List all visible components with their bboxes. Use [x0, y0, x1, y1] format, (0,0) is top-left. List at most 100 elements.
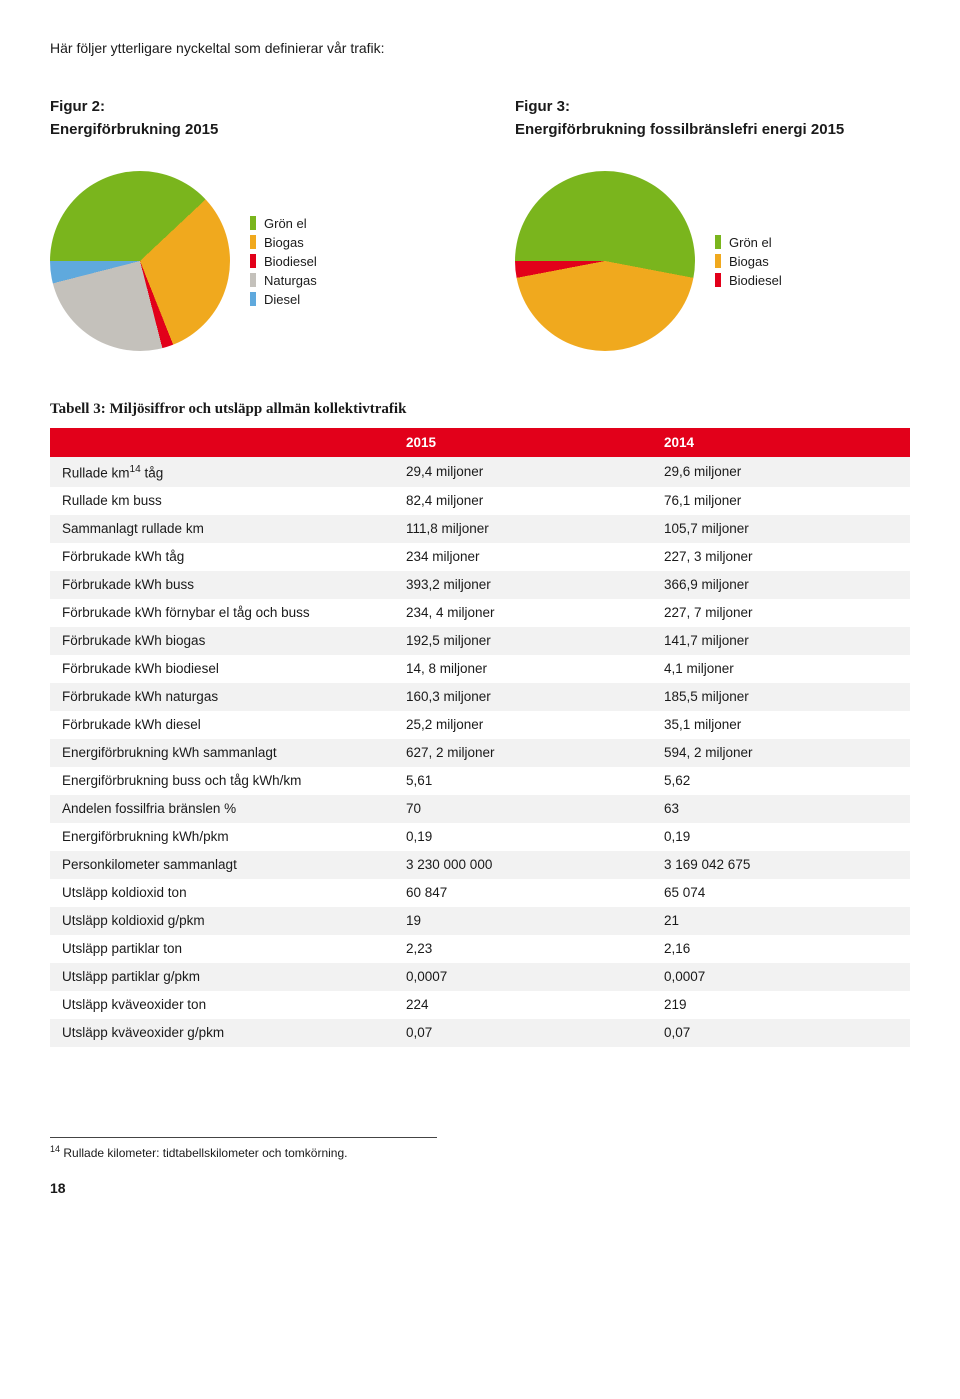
table-cell: Sammanlagt rullade km: [50, 515, 394, 543]
figure-1-pie: [50, 171, 230, 351]
col-2: 2014: [652, 428, 910, 457]
table-cell: 234 miljoner: [394, 543, 652, 571]
legend-swatch: [715, 235, 721, 249]
table-cell: 4,1 miljoner: [652, 655, 910, 683]
table-cell: 82,4 miljoner: [394, 487, 652, 515]
table-cell: 3 230 000 000: [394, 851, 652, 879]
table-cell: 594, 2 miljoner: [652, 739, 910, 767]
figure-2-heading: Figur 3: Energiförbrukning fossilbränsle…: [515, 96, 910, 141]
figures-row: Figur 2: Energiförbrukning 2015 Grön el B…: [50, 96, 910, 351]
figure-1-title: Energiförbrukning 2015: [50, 121, 218, 138]
data-table: 2015 2014 Rullade km14 tåg29,4 miljoner2…: [50, 428, 910, 1047]
legend-swatch: [250, 216, 256, 230]
table-row: Utsläpp koldioxid g/pkm1921: [50, 907, 910, 935]
table-cell: 63: [652, 795, 910, 823]
table-row: Andelen fossilfria bränslen %7063: [50, 795, 910, 823]
table-cell: 29,4 miljoner: [394, 457, 652, 487]
table-cell: 25,2 miljoner: [394, 711, 652, 739]
figure-1-legend: Grön el Biogas Biodiesel Naturgas Diesel: [250, 216, 317, 307]
table-cell: 393,2 miljoner: [394, 571, 652, 599]
table-cell: Förbrukade kWh naturgas: [50, 683, 394, 711]
legend-swatch: [715, 254, 721, 268]
figure-2: Figur 3: Energiförbrukning fossilbränsle…: [515, 96, 910, 351]
table-cell: 627, 2 miljoner: [394, 739, 652, 767]
table-row: Förbrukade kWh naturgas160,3 miljoner185…: [50, 683, 910, 711]
table-cell: 227, 3 miljoner: [652, 543, 910, 571]
table-row: Utsläpp partiklar g/pkm0,00070,0007: [50, 963, 910, 991]
figure-1-heading: Figur 2: Energiförbrukning 2015: [50, 96, 445, 141]
page-number: 18: [50, 1180, 910, 1196]
table-row: Utsläpp kväveoxider ton224219: [50, 991, 910, 1019]
table-cell: 141,7 miljoner: [652, 627, 910, 655]
table-cell: Utsläpp partiklar ton: [50, 935, 394, 963]
table-cell: 234, 4 miljoner: [394, 599, 652, 627]
legend-swatch: [250, 292, 256, 306]
table-row: Förbrukade kWh tåg234 miljoner227, 3 mil…: [50, 543, 910, 571]
table-row: Rullade km buss82,4 miljoner76,1 miljone…: [50, 487, 910, 515]
table-row: Utsläpp partiklar ton2,232,16: [50, 935, 910, 963]
table-cell: Förbrukade kWh biodiesel: [50, 655, 394, 683]
legend-label: Diesel: [264, 292, 300, 307]
table-cell: 0,19: [394, 823, 652, 851]
table-cell: Utsläpp koldioxid g/pkm: [50, 907, 394, 935]
figure-1-label: Figur 2:: [50, 98, 105, 115]
legend-item: Naturgas: [250, 273, 317, 288]
table-cell: Rullade km buss: [50, 487, 394, 515]
table-cell: 185,5 miljoner: [652, 683, 910, 711]
figure-2-legend: Grön elBiogasBiodiesel: [715, 235, 782, 288]
table-row: Utsläpp koldioxid ton60 84765 074: [50, 879, 910, 907]
figure-2-title: Energiförbrukning fossilbränslefri energ…: [515, 121, 844, 138]
legend-label: Biogas: [264, 235, 304, 250]
table-cell: 2,23: [394, 935, 652, 963]
legend-label: Biogas: [729, 254, 769, 269]
table-cell: Förbrukade kWh diesel: [50, 711, 394, 739]
table-cell: Rullade km14 tåg: [50, 457, 394, 487]
table-cell: 60 847: [394, 879, 652, 907]
table-cell: Energiförbrukning buss och tåg kWh/km: [50, 767, 394, 795]
table-cell: Energiförbrukning kWh sammanlagt: [50, 739, 394, 767]
table-row: Personkilometer sammanlagt3 230 000 0003…: [50, 851, 910, 879]
table-cell: 19: [394, 907, 652, 935]
legend-item: Diesel: [250, 292, 317, 307]
table-cell: 0,07: [394, 1019, 652, 1047]
table-row: Sammanlagt rullade km111,8 miljoner105,7…: [50, 515, 910, 543]
table-cell: 105,7 miljoner: [652, 515, 910, 543]
table-cell: 160,3 miljoner: [394, 683, 652, 711]
table-row: Förbrukade kWh buss393,2 miljoner366,9 m…: [50, 571, 910, 599]
table-cell: 3 169 042 675: [652, 851, 910, 879]
figure-2-label: Figur 3:: [515, 98, 570, 115]
table-cell: 5,62: [652, 767, 910, 795]
legend-swatch: [250, 254, 256, 268]
legend-swatch: [250, 273, 256, 287]
legend-item: Biogas: [715, 254, 782, 269]
legend-swatch: [250, 235, 256, 249]
legend-item: Biodiesel: [250, 254, 317, 269]
legend-swatch: [715, 273, 721, 287]
legend-label: Grön el: [264, 216, 307, 231]
footnote-text: Rullade kilometer: tidtabellskilometer o…: [63, 1146, 347, 1160]
table-cell: 0,07: [652, 1019, 910, 1047]
table-row: Energiförbrukning kWh sammanlagt627, 2 m…: [50, 739, 910, 767]
legend-item: Biodiesel: [715, 273, 782, 288]
table-row: Utsläpp kväveoxider g/pkm0,070,07: [50, 1019, 910, 1047]
legend-label: Naturgas: [264, 273, 317, 288]
table-row: Förbrukade kWh förnybar el tåg och buss2…: [50, 599, 910, 627]
table-row: Förbrukade kWh biogas192,5 miljoner141,7…: [50, 627, 910, 655]
table-row: Rullade km14 tåg29,4 miljoner29,6 miljon…: [50, 457, 910, 487]
table-cell: 111,8 miljoner: [394, 515, 652, 543]
table-cell: Utsläpp kväveoxider g/pkm: [50, 1019, 394, 1047]
legend-label: Biodiesel: [729, 273, 782, 288]
figure-2-pie: [515, 171, 695, 351]
table-cell: 21: [652, 907, 910, 935]
table-cell: 0,19: [652, 823, 910, 851]
table-row: Förbrukade kWh diesel25,2 miljoner35,1 m…: [50, 711, 910, 739]
footnote: 14 Rullade kilometer: tidtabellskilomete…: [50, 1137, 437, 1160]
col-1: 2015: [394, 428, 652, 457]
table-cell: Förbrukade kWh tåg: [50, 543, 394, 571]
table-cell: 14, 8 miljoner: [394, 655, 652, 683]
footnote-marker: 14: [50, 1144, 60, 1154]
table-cell: Utsläpp koldioxid ton: [50, 879, 394, 907]
table-cell: Personkilometer sammanlagt: [50, 851, 394, 879]
table-cell: Förbrukade kWh förnybar el tåg och buss: [50, 599, 394, 627]
table-cell: Förbrukade kWh biogas: [50, 627, 394, 655]
